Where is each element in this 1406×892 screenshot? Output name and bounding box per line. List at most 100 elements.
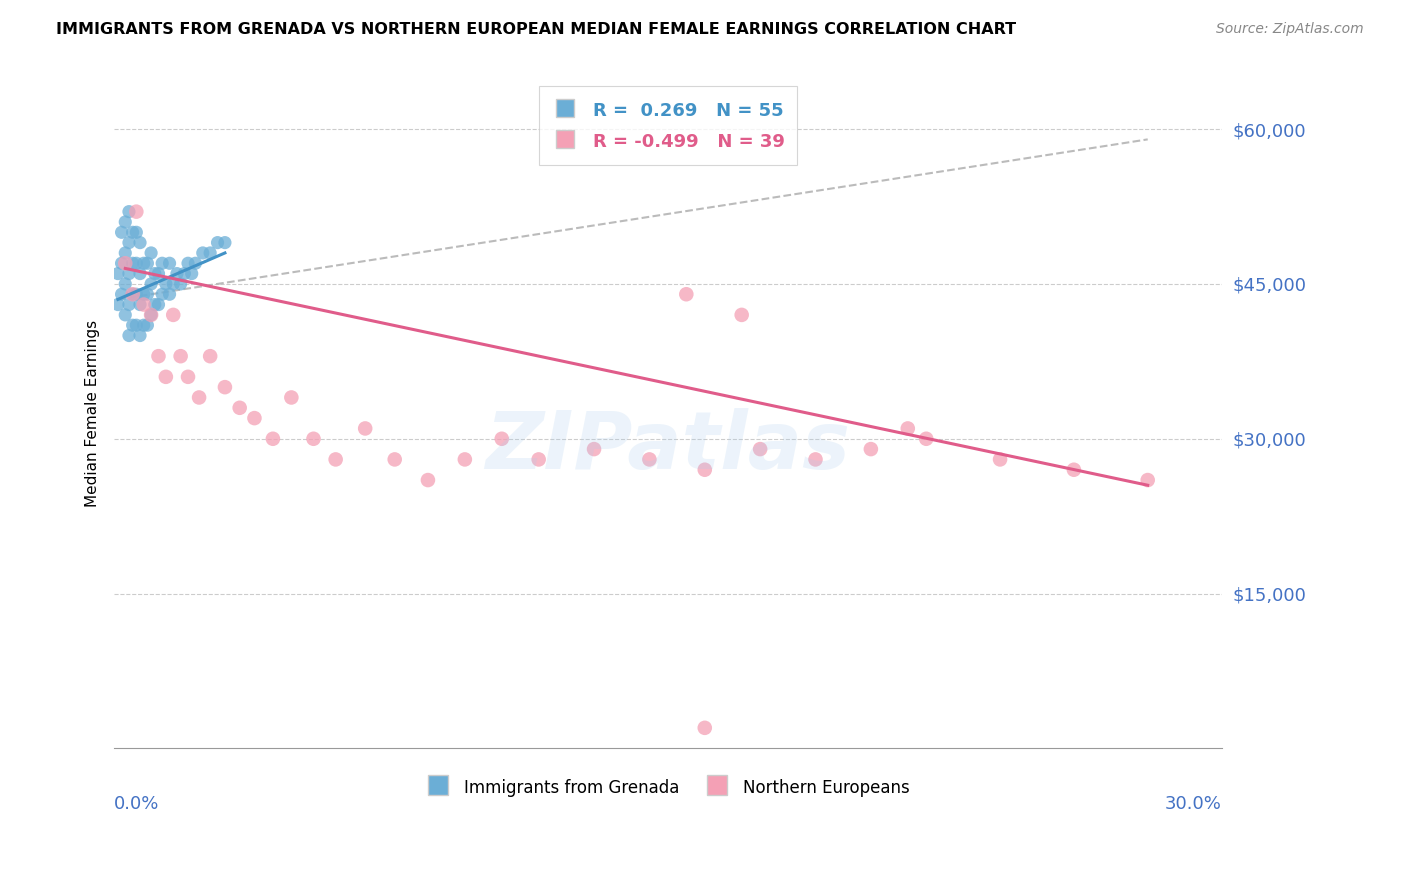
Point [243, 411, 266, 425]
Point [384, 452, 406, 467]
Point [159, 256, 181, 270]
Point [136, 256, 159, 270]
Point [1063, 463, 1085, 477]
Point [132, 287, 155, 301]
Point [638, 452, 661, 467]
Point [132, 297, 155, 311]
Point [859, 442, 882, 456]
Point [177, 369, 200, 384]
Point [280, 391, 302, 405]
Text: ZIPatlas: ZIPatlas [485, 408, 851, 485]
Point [136, 287, 159, 301]
Point [188, 391, 211, 405]
Point [114, 308, 136, 322]
Point [162, 277, 184, 291]
Point [583, 442, 606, 456]
Point [132, 256, 155, 270]
Point [166, 267, 188, 281]
Text: 30.0%: 30.0% [1164, 796, 1222, 814]
Point [207, 235, 229, 250]
Point [114, 277, 136, 291]
Point [118, 328, 141, 343]
Point [302, 432, 325, 446]
Point [198, 349, 221, 363]
Point [804, 452, 827, 467]
Point [693, 721, 716, 735]
Point [162, 308, 184, 322]
Point [177, 256, 200, 270]
Legend: Immigrants from Grenada, Northern Europeans: Immigrants from Grenada, Northern Europe… [416, 767, 920, 807]
Point [129, 267, 152, 281]
Point [159, 287, 181, 301]
Point [214, 235, 236, 250]
Point [143, 267, 166, 281]
Point [214, 380, 236, 394]
Point [1136, 473, 1159, 487]
Point [139, 246, 162, 260]
Point [731, 308, 754, 322]
Point [110, 225, 132, 239]
Y-axis label: Median Female Earnings: Median Female Earnings [86, 319, 100, 507]
Point [915, 432, 938, 446]
Point [416, 473, 439, 487]
Point [136, 318, 159, 333]
Point [173, 267, 195, 281]
Point [139, 308, 162, 322]
Point [198, 246, 221, 260]
Point [527, 452, 550, 467]
Point [114, 246, 136, 260]
Point [125, 225, 148, 239]
Point [169, 349, 191, 363]
Point [325, 452, 347, 467]
Point [169, 277, 191, 291]
Point [749, 442, 772, 456]
Point [897, 421, 920, 435]
Point [114, 215, 136, 229]
Point [110, 256, 132, 270]
Point [125, 256, 148, 270]
Point [228, 401, 250, 415]
Point [675, 287, 697, 301]
Point [132, 318, 155, 333]
Point [148, 297, 170, 311]
Text: 0.0%: 0.0% [114, 796, 159, 814]
Point [155, 277, 177, 291]
Point [107, 267, 129, 281]
Point [118, 267, 141, 281]
Point [118, 297, 141, 311]
Point [191, 246, 214, 260]
Point [118, 204, 141, 219]
Point [110, 287, 132, 301]
Point [150, 256, 173, 270]
Point [125, 318, 148, 333]
Point [454, 452, 477, 467]
Point [121, 256, 143, 270]
Point [143, 297, 166, 311]
Point [129, 235, 152, 250]
Text: IMMIGRANTS FROM GRENADA VS NORTHERN EUROPEAN MEDIAN FEMALE EARNINGS CORRELATION : IMMIGRANTS FROM GRENADA VS NORTHERN EURO… [56, 22, 1017, 37]
Text: Source: ZipAtlas.com: Source: ZipAtlas.com [1216, 22, 1364, 37]
Point [354, 421, 377, 435]
Point [121, 287, 143, 301]
Point [125, 287, 148, 301]
Point [491, 432, 513, 446]
Point [107, 297, 129, 311]
Point [129, 328, 152, 343]
Point [155, 369, 177, 384]
Point [184, 256, 207, 270]
Point [121, 318, 143, 333]
Point [121, 287, 143, 301]
Point [125, 204, 148, 219]
Point [118, 235, 141, 250]
Point [121, 225, 143, 239]
Point [139, 308, 162, 322]
Point [180, 267, 202, 281]
Point [129, 297, 152, 311]
Point [988, 452, 1011, 467]
Point [150, 287, 173, 301]
Point [262, 432, 284, 446]
Point [114, 256, 136, 270]
Point [693, 463, 716, 477]
Point [148, 267, 170, 281]
Point [148, 349, 170, 363]
